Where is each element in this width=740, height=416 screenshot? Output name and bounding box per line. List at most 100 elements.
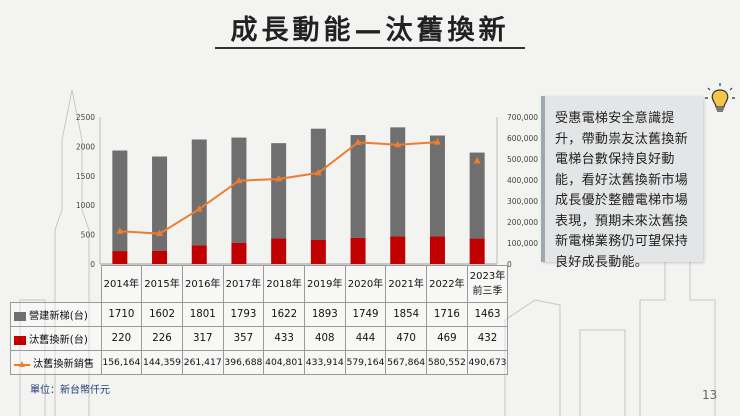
bar-new-building [429, 135, 445, 237]
table-cell: 404,801 [263, 350, 305, 375]
table-cell: 357 [222, 326, 265, 351]
table-cell: 1463 [466, 302, 509, 327]
y-right-tick-label: 700,000 [507, 113, 538, 122]
sales-point [195, 205, 203, 212]
table-row-label: 汰舊換新(台) [10, 326, 102, 351]
bar-new-building [390, 127, 406, 237]
table-cell: 1893 [303, 302, 346, 327]
y-left-tick-label: 2000 [76, 142, 95, 151]
table-cell: 1716 [426, 302, 468, 327]
y-left-tick-label: 1500 [76, 172, 95, 181]
note-box: 受惠電梯安全意識提升，帶動祟友汰舊換新電梯台數保持良好動能，看好汰舊換新市場成長… [541, 96, 703, 270]
bar-replacement [152, 250, 168, 264]
bar-replacement [350, 237, 366, 264]
y-left-tick-label: 1000 [76, 201, 95, 210]
table-row-label: 汰舊換新銷售 [10, 350, 102, 375]
data-table: 2014年 2015年 2016年 2017年 2018年 2019年 2020年 2021年… [10, 265, 509, 375]
bar-new-building [271, 143, 287, 239]
bar-replacement [429, 236, 445, 264]
y-right-tick-label: 400,000 [507, 176, 538, 185]
table-cell: 1710 [100, 302, 143, 327]
legend-key-icon [14, 335, 26, 345]
sales-point [354, 138, 362, 145]
chart-bars [112, 127, 485, 264]
table-header-cell: 2020年 [344, 265, 387, 303]
table-cell: 470 [385, 326, 427, 351]
table-header-cell: 2018年 [263, 265, 305, 303]
y-right-tick-label: 300,000 [507, 197, 538, 206]
table-cell: 396,688 [222, 350, 265, 375]
bar-replacement [469, 238, 485, 264]
chart-line [116, 138, 481, 237]
legend-key-icon [14, 311, 26, 321]
sales-point [314, 168, 322, 176]
sales-point [473, 156, 481, 164]
y-left-tick-label: 2500 [76, 113, 95, 122]
table-cell: 1854 [385, 302, 427, 327]
legend-key-icon [14, 360, 30, 369]
bar-new-building [152, 156, 168, 251]
table-cell: 433,914 [303, 350, 346, 375]
sales-point [275, 174, 283, 182]
bar-new-building [310, 128, 326, 241]
y-left-tick-label: 0 [90, 260, 95, 269]
bar-replacement [271, 238, 287, 264]
note-text: 受惠電梯安全意識提升，帶動祟友汰舊換新電梯台數保持良好動能，看好汰舊換新市場成長… [555, 111, 689, 270]
table-header-cell: 2021年 [385, 265, 427, 303]
table-cell: 317 [181, 326, 224, 351]
table-cell: 444 [344, 326, 387, 351]
table-header-row: 2014年 2015年 2016年 2017年 2018年 2019年 2020年 2021年… [11, 265, 509, 303]
table-cell: 220 [100, 326, 143, 351]
table-row: 汰舊換新銷售 156,164 144,359 261,417 396,688 404,80… [10, 350, 509, 375]
table-row-label-text: 汰舊換新銷售 [33, 359, 95, 370]
page-number: 13 [702, 388, 718, 402]
title-underline [215, 47, 525, 49]
table-row-label-text: 營建新梯(台) [29, 311, 88, 322]
bar-replacement [310, 240, 326, 264]
table-cell: 469 [426, 326, 468, 351]
table-header-cell: 2017年 [222, 265, 265, 303]
table-cell: 226 [141, 326, 183, 351]
chart-ticks: 0 500 1000 1500 2000 2500 0 100,000 200,000 300,0… [76, 113, 538, 269]
table-row: 汰舊換新(台) 220 226 317 357 433 408 444 470 469 432 [10, 326, 509, 351]
table-header-cell: 2019年 [303, 265, 346, 303]
lightbulb-icon [705, 83, 735, 112]
y-left-tick-label: 500 [81, 231, 96, 240]
bar-replacement [191, 245, 207, 264]
y-right-tick-label: 600,000 [507, 134, 538, 143]
table-cell: 1622 [263, 302, 305, 327]
y-right-tick-label: 0 [507, 260, 512, 269]
table-row: 營建新梯(台) 1710 1602 1801 1793 1622 1893 1749 1854 1… [10, 302, 509, 327]
table-cell: 1602 [141, 302, 183, 327]
table-cell: 580,552 [426, 350, 468, 375]
table-header-cell: 2023年 前三季 [466, 265, 509, 303]
table-cell: 1749 [344, 302, 387, 327]
sales-point [394, 140, 402, 148]
table-cell: 433 [263, 326, 305, 351]
unit-label: 單位：新台幣仟元 [30, 385, 110, 396]
table-cell: 1801 [181, 302, 224, 327]
sales-point [156, 229, 164, 237]
table-cell: 432 [466, 326, 509, 351]
bar-replacement [231, 243, 247, 264]
table-cell: 579,164 [344, 350, 387, 375]
table-corner [11, 266, 102, 303]
table-cell: 490,673 [466, 350, 509, 375]
y-right-tick-label: 500,000 [507, 155, 538, 164]
sales-point [116, 227, 124, 234]
table-header-cell: 2022年 [426, 265, 468, 303]
table-row-label-text: 汰舊換新(台) [29, 335, 88, 346]
bar-new-building [191, 139, 207, 246]
y-right-tick-label: 100,000 [507, 239, 538, 248]
table-cell: 261,417 [181, 350, 224, 375]
bar-new-building [469, 152, 485, 239]
sales-point [235, 176, 243, 184]
bar-new-building [350, 135, 366, 238]
table-cell: 408 [303, 326, 346, 351]
table-header-cell: 2016年 [181, 265, 224, 303]
bar-new-building [112, 150, 128, 252]
bar-replacement [390, 236, 406, 264]
bar-replacement [112, 251, 128, 264]
table-cell: 567,864 [385, 350, 427, 375]
